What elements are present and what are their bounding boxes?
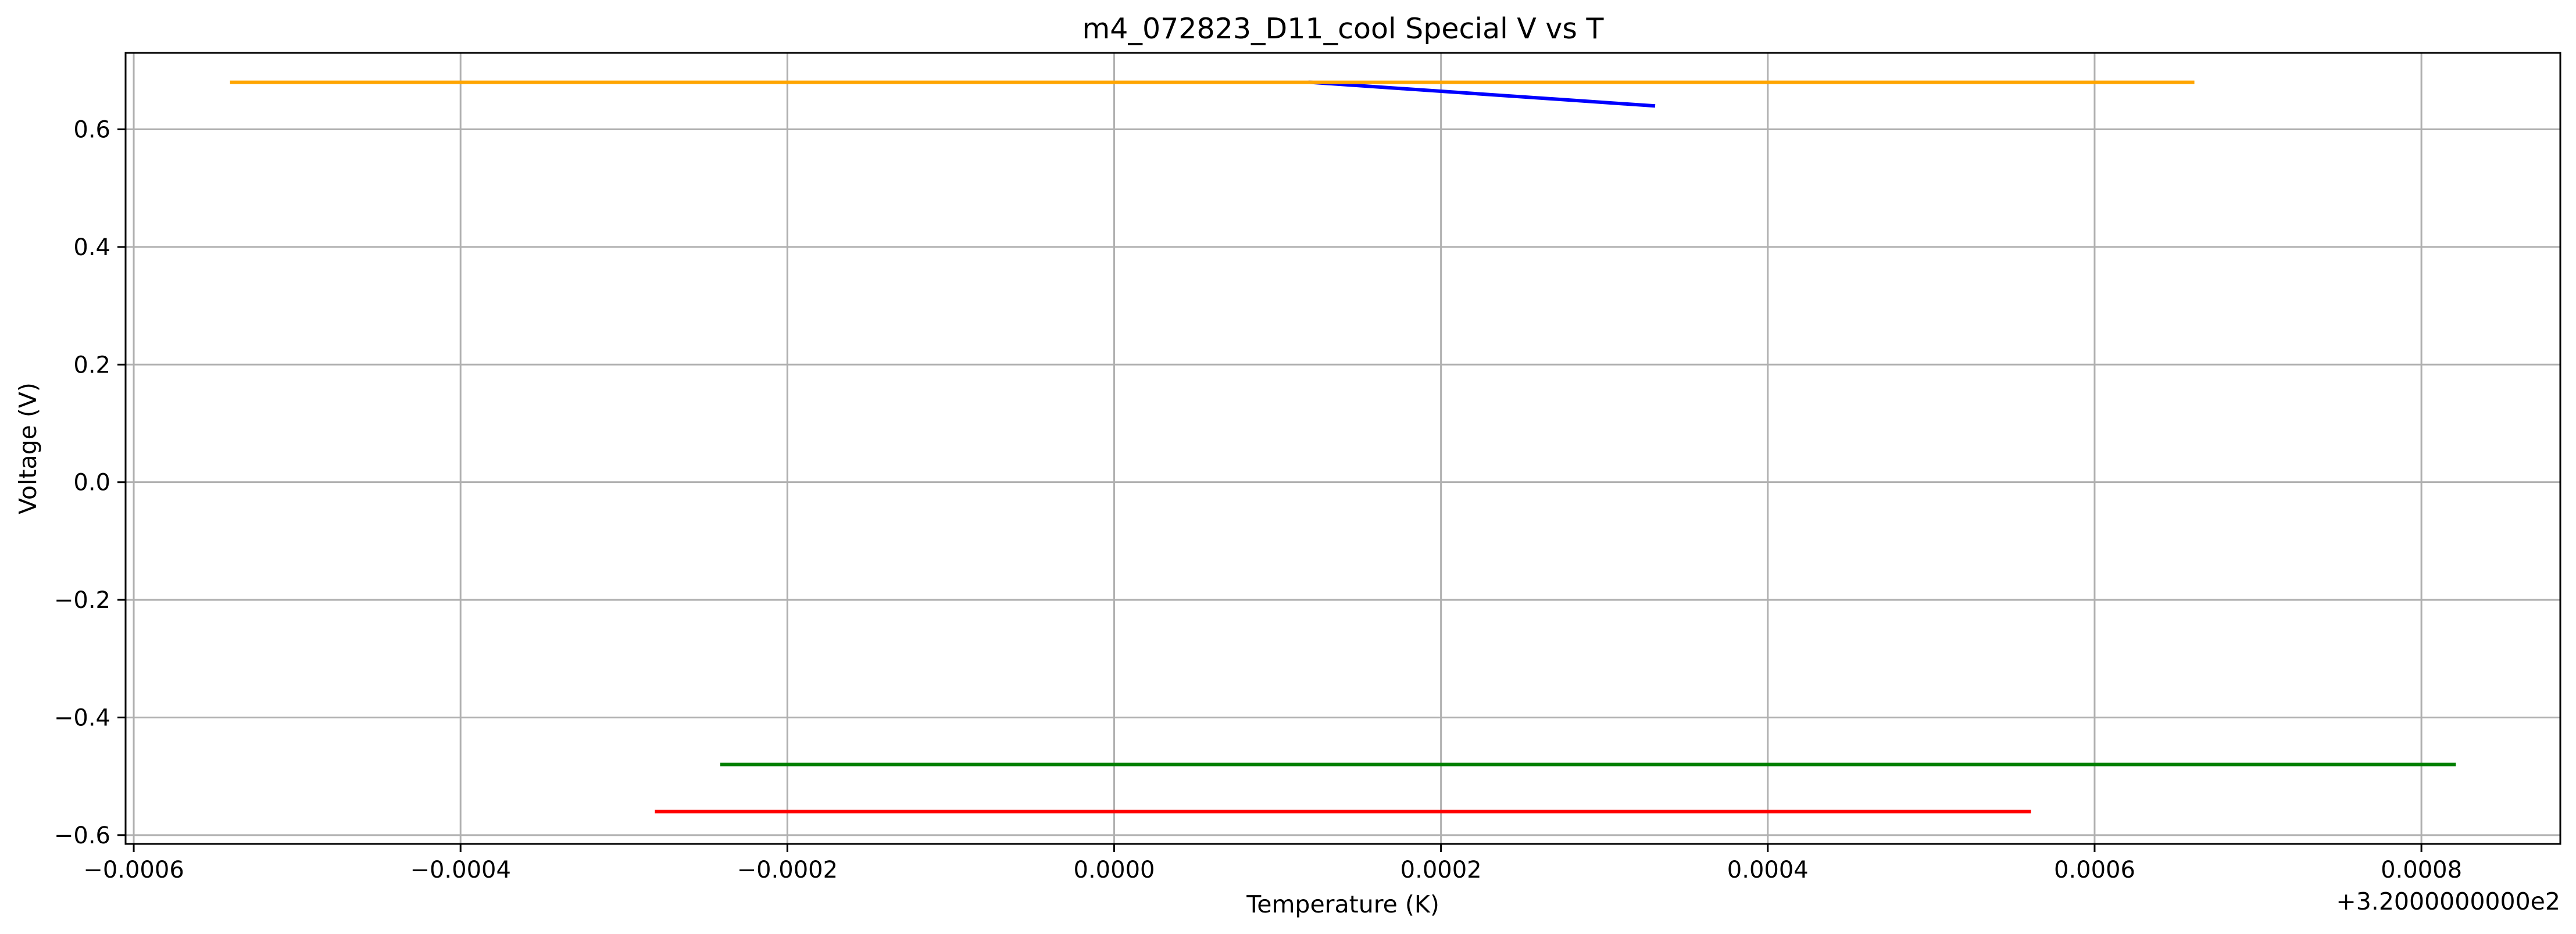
- plot-frame: [124, 52, 2561, 845]
- x-axis-offset-label: +3.2000000000e2: [2336, 888, 2560, 915]
- y-tick-label: 0.2: [73, 352, 110, 378]
- x-tick-label: 0.0002: [1400, 857, 1482, 883]
- series-lines: [230, 80, 2456, 814]
- y-tick-label: −0.4: [54, 704, 110, 731]
- y-tick-label: 0.4: [73, 234, 110, 261]
- x-tick-label: −0.0002: [737, 857, 838, 883]
- x-tick-label: 0.0008: [2381, 857, 2462, 883]
- y-tick-label: −0.2: [54, 587, 110, 614]
- ticks: −0.0006 −0.0004 −0.0002 0.0000 0.0002 0.0004 0…: [54, 117, 2462, 883]
- y-tick-label: 0.6: [73, 117, 110, 144]
- series-line-1: [1308, 80, 1656, 108]
- chart-title: m4_072823_D11_cool Special V vs T: [1082, 12, 1605, 45]
- x-tick-label: 0.0004: [1727, 857, 1809, 883]
- x-tick-label: 0.0006: [2054, 857, 2135, 883]
- x-axis-label: Temperature (K): [1246, 890, 1439, 918]
- y-tick-label: −0.6: [54, 822, 110, 849]
- x-tick-label: −0.0006: [83, 857, 184, 883]
- y-tick-label: 0.0: [73, 470, 110, 496]
- x-tick-label: −0.0004: [410, 857, 510, 883]
- y-axis-label: Voltage (V): [14, 382, 42, 514]
- x-tick-label: 0.0000: [1074, 857, 1155, 883]
- grid: [126, 53, 2560, 844]
